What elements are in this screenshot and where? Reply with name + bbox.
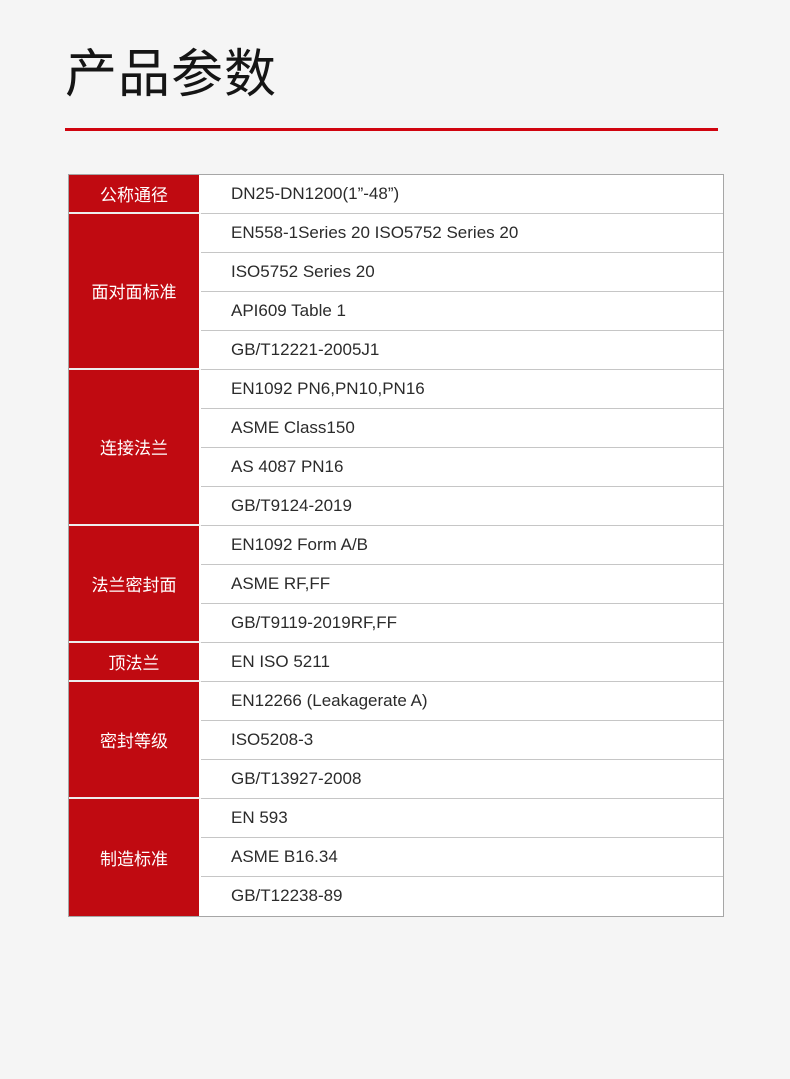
product-parameters-section: 产品参数 公称通径 DN25-DN1200(1”-48”) 面对面标准 EN55… xyxy=(0,42,790,917)
param-label: 制造标准 xyxy=(69,798,201,916)
table-row: 公称通径 DN25-DN1200(1”-48”) xyxy=(69,174,723,214)
param-value: EN558-1Series 20 ISO5752 Series 20 xyxy=(201,213,723,253)
param-value: ASME Class150 xyxy=(201,408,723,448)
param-value: ISO5752 Series 20 xyxy=(201,252,723,292)
param-value: ISO5208-3 xyxy=(201,720,723,760)
table-row: 连接法兰 EN1092 PN6,PN10,PN16 xyxy=(69,369,723,526)
parameters-table: 公称通径 DN25-DN1200(1”-48”) 面对面标准 EN558-1Se… xyxy=(68,173,724,917)
param-label: 连接法兰 xyxy=(69,369,201,526)
param-value: GB/T12221-2005J1 xyxy=(201,330,723,370)
table-row: GB/T9124-2019 xyxy=(69,486,723,526)
param-label: 面对面标准 xyxy=(69,213,201,370)
table-row: ASME Class150 xyxy=(69,408,723,448)
table-row: GB/T12238-89 xyxy=(69,876,723,916)
param-value: AS 4087 PN16 xyxy=(201,447,723,487)
table-row: GB/T9119-2019RF,FF xyxy=(69,603,723,643)
param-value: EN12266 (Leakagerate A) xyxy=(201,681,723,721)
param-value: GB/T9119-2019RF,FF xyxy=(201,603,723,643)
param-value: GB/T13927-2008 xyxy=(201,759,723,799)
table-row: API609 Table 1 xyxy=(69,291,723,331)
table-row: ISO5752 Series 20 xyxy=(69,252,723,292)
param-label: 顶法兰 xyxy=(69,642,201,682)
page-title: 产品参数 xyxy=(65,46,278,104)
table-row: 制造标准 EN 593 xyxy=(69,798,723,916)
title-underline xyxy=(65,127,718,131)
param-value: EN1092 Form A/B xyxy=(201,525,723,565)
table-row: 法兰密封面 EN1092 Form A/B xyxy=(69,525,723,643)
table-row: ASME RF,FF xyxy=(69,564,723,604)
table-row: 面对面标准 EN558-1Series 20 ISO5752 Series 20 xyxy=(69,213,723,370)
param-label: 法兰密封面 xyxy=(69,525,201,643)
table-row: GB/T12221-2005J1 xyxy=(69,330,723,370)
param-value: ASME B16.34 xyxy=(201,837,723,877)
table-row: ASME B16.34 xyxy=(69,837,723,877)
param-label: 公称通径 xyxy=(69,174,201,214)
table-row: ISO5208-3 xyxy=(69,720,723,760)
param-value: ASME RF,FF xyxy=(201,564,723,604)
table-row: AS 4087 PN16 xyxy=(69,447,723,487)
param-value: GB/T12238-89 xyxy=(201,876,723,916)
param-value: EN1092 PN6,PN10,PN16 xyxy=(201,369,723,409)
param-value: GB/T9124-2019 xyxy=(201,486,723,526)
param-label: 密封等级 xyxy=(69,681,201,799)
table-row: 顶法兰 EN ISO 5211 xyxy=(69,642,723,682)
param-value: DN25-DN1200(1”-48”) xyxy=(201,174,723,214)
table-row: 密封等级 EN12266 (Leakagerate A) xyxy=(69,681,723,799)
param-value: API609 Table 1 xyxy=(201,291,723,331)
table-row: GB/T13927-2008 xyxy=(69,759,723,799)
param-value: EN ISO 5211 xyxy=(201,642,723,682)
param-value: EN 593 xyxy=(201,798,723,838)
